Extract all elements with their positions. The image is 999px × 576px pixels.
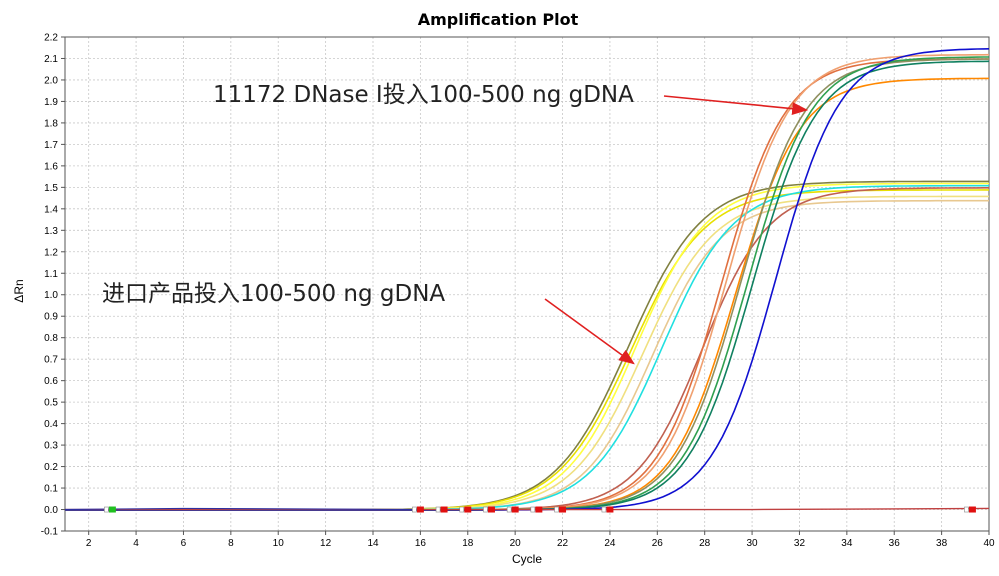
y-tick-label: 1.3 bbox=[44, 226, 58, 237]
plot-area-border bbox=[64, 36, 990, 532]
x-tick-labels: 2 4 6 8 10 12 14 16 18 20 22 24 26 28 30 32 34 36 38 40 bbox=[86, 531, 995, 549]
start-marker bbox=[968, 506, 976, 513]
y-tick-label: 1.8 bbox=[44, 118, 58, 129]
start-marker bbox=[464, 506, 472, 513]
chart-title: Amplification Plot bbox=[418, 10, 579, 29]
y-tick-label: 0.7 bbox=[44, 355, 58, 366]
x-tick-label: 2 bbox=[86, 538, 92, 549]
end-marker bbox=[506, 506, 512, 513]
x-tick-label: 10 bbox=[273, 538, 285, 549]
grid bbox=[65, 36, 990, 532]
x-tick-label: 14 bbox=[367, 538, 379, 549]
x-tick-label: 16 bbox=[415, 538, 427, 549]
x-tick-label: 18 bbox=[462, 538, 474, 549]
end-marker bbox=[104, 506, 109, 513]
end-marker bbox=[530, 506, 536, 513]
start-marker bbox=[559, 506, 567, 513]
y-tick-label: 0.9 bbox=[44, 312, 58, 323]
y-tick-label: 0.0 bbox=[44, 505, 58, 516]
y-tick-label: 0.4 bbox=[44, 419, 58, 430]
y-tick-label: 1.2 bbox=[44, 247, 58, 258]
start-marker bbox=[606, 506, 614, 513]
end-marker bbox=[435, 506, 441, 513]
annotation-text-2: 进口产品投入100-500 ng gDNA bbox=[102, 281, 445, 307]
y-tick-label: 1.9 bbox=[44, 97, 58, 108]
series-line bbox=[65, 184, 989, 511]
y-tick-label: 0.2 bbox=[44, 462, 58, 473]
y-tick-label: 1.5 bbox=[44, 183, 58, 194]
y-tick-label: 0.6 bbox=[44, 376, 58, 387]
series-line bbox=[65, 195, 989, 511]
x-tick-label: 38 bbox=[936, 538, 948, 549]
x-tick-label: 28 bbox=[699, 538, 711, 549]
y-tick-label: 2.1 bbox=[44, 54, 58, 65]
end-marker bbox=[601, 506, 607, 513]
annotation-text-1: 11172 DNase I投入100-500 ng gDNA bbox=[213, 82, 634, 108]
y-tick-label: 1.7 bbox=[44, 140, 58, 151]
y-tick-label: 1.0 bbox=[44, 290, 58, 301]
x-tick-label: 36 bbox=[889, 538, 901, 549]
x-tick-label: 12 bbox=[320, 538, 332, 549]
start-marker bbox=[535, 506, 543, 513]
x-tick-label: 6 bbox=[181, 538, 187, 549]
series-line bbox=[65, 189, 989, 511]
y-tick-label: 0.3 bbox=[44, 441, 58, 452]
x-tick-label: 26 bbox=[652, 538, 664, 549]
series-lines bbox=[64, 48, 990, 511]
y-tick-label: 1.6 bbox=[44, 161, 58, 172]
end-marker bbox=[483, 506, 488, 513]
x-tick-label: 32 bbox=[794, 538, 806, 549]
y-tick-label: 0.5 bbox=[44, 398, 58, 409]
y-tick-label: 0.1 bbox=[44, 484, 58, 495]
end-marker bbox=[554, 506, 559, 513]
x-tick-label: 24 bbox=[604, 538, 616, 549]
y-tick-label: 1.1 bbox=[44, 269, 58, 280]
y-tick-label: -0.1 bbox=[41, 527, 59, 538]
y-tick-labels: -0.1 0.0 0.1 0.2 0.3 0.4 0.5 0.6 0.7 0.8 0.9 1.0 1.1… bbox=[41, 33, 65, 538]
end-marker bbox=[412, 506, 417, 513]
series-line bbox=[65, 199, 989, 511]
x-tick-label: 34 bbox=[841, 538, 853, 549]
start-markers bbox=[104, 506, 976, 513]
x-tick-label: 22 bbox=[557, 538, 569, 549]
start-marker bbox=[416, 506, 424, 513]
start-marker bbox=[487, 506, 495, 513]
start-marker bbox=[440, 506, 448, 513]
x-tick-label: 30 bbox=[747, 538, 759, 549]
y-tick-label: 2.2 bbox=[44, 33, 58, 44]
x-axis-label: Cycle bbox=[512, 552, 542, 566]
x-tick-label: 40 bbox=[983, 538, 995, 549]
series-line bbox=[65, 187, 989, 511]
start-marker bbox=[108, 506, 116, 513]
end-marker bbox=[459, 506, 465, 513]
y-tick-label: 2.0 bbox=[44, 75, 58, 86]
start-marker bbox=[511, 506, 519, 513]
series-line bbox=[65, 182, 989, 511]
series-line bbox=[65, 48, 990, 511]
annotations: 11172 DNase I投入100-500 ng gDNA 进口产品投入100-… bbox=[102, 82, 809, 365]
end-marker bbox=[964, 506, 969, 513]
x-tick-label: 20 bbox=[510, 538, 522, 549]
y-tick-label: 1.4 bbox=[44, 204, 58, 215]
y-axis-label: ΔRn bbox=[12, 279, 26, 302]
x-tick-label: 4 bbox=[133, 538, 139, 549]
y-tick-label: 0.8 bbox=[44, 333, 58, 344]
x-tick-label: 8 bbox=[228, 538, 234, 549]
annotation-arrow-2 bbox=[544, 298, 635, 365]
annotation-arrow-1 bbox=[663, 95, 809, 115]
